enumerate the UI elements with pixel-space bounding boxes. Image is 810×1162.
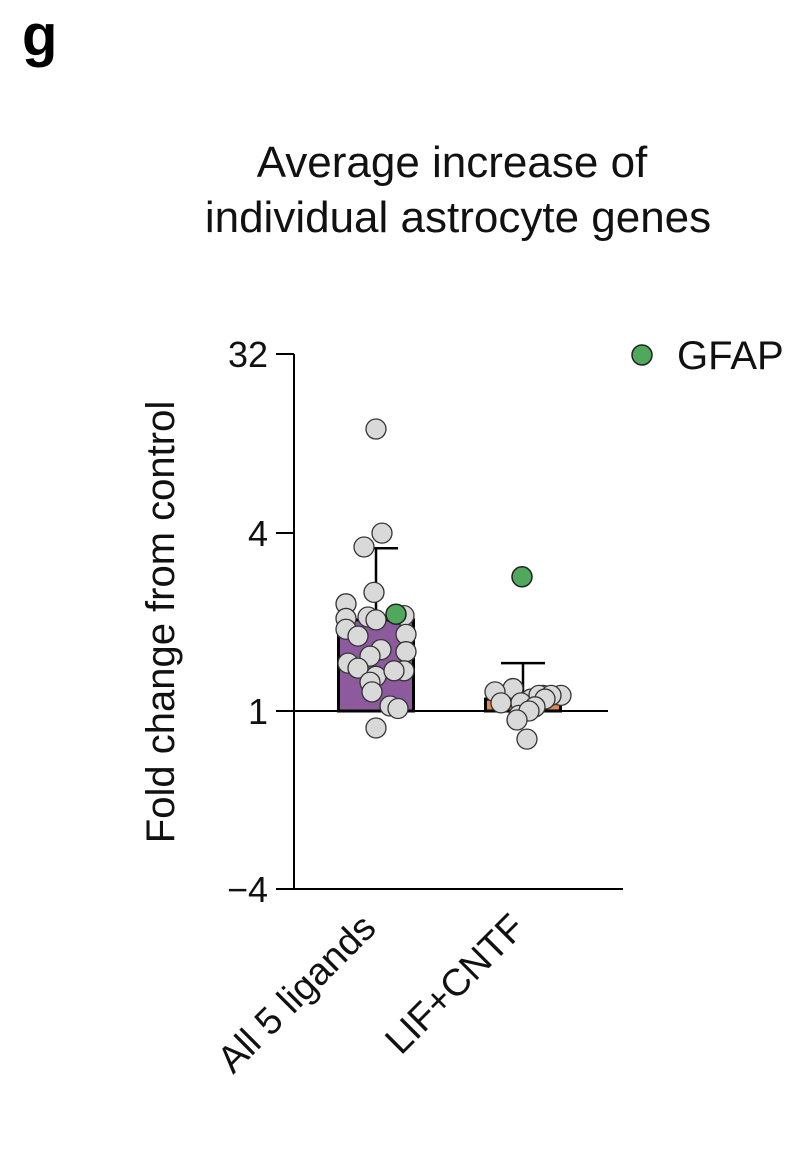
category-label-all-5-ligands: All 5 ligands bbox=[210, 907, 385, 1082]
data-point bbox=[516, 728, 538, 750]
y-axis: −4 1 4 32 bbox=[227, 334, 295, 910]
y-ticks: −4 1 4 32 bbox=[227, 334, 294, 910]
data-point bbox=[383, 660, 405, 682]
data-point bbox=[347, 657, 369, 679]
data-point-gfap bbox=[385, 603, 407, 625]
y-axis-label: Fold change from control bbox=[139, 401, 183, 843]
x-axis bbox=[294, 710, 623, 890]
data-points bbox=[335, 418, 572, 750]
data-point bbox=[365, 418, 387, 440]
y-tick-label: −4 bbox=[227, 869, 268, 910]
data-point bbox=[490, 692, 512, 714]
chart-title: Average increase of individual astrocyte… bbox=[205, 138, 711, 242]
data-point bbox=[363, 581, 385, 604]
y-tick-label: 4 bbox=[248, 513, 268, 554]
legend-label-gfap: GFAP bbox=[677, 334, 784, 378]
data-point bbox=[371, 522, 393, 544]
category-label-lif-cntf: LIF+CNTF bbox=[378, 907, 534, 1063]
y-tick-label: 32 bbox=[228, 334, 268, 375]
data-point bbox=[365, 609, 387, 631]
data-point bbox=[361, 681, 383, 703]
data-point-gfap bbox=[511, 566, 533, 588]
y-tick-label: 1 bbox=[248, 691, 268, 732]
data-point bbox=[365, 717, 387, 739]
panel-letter: g bbox=[22, 3, 57, 68]
data-point bbox=[395, 641, 417, 663]
data-point bbox=[506, 709, 528, 731]
chart-title-line-2: individual astrocyte genes bbox=[205, 193, 711, 242]
category-labels: All 5 ligands LIF+CNTF bbox=[210, 907, 534, 1082]
legend-marker-gfap bbox=[631, 344, 653, 366]
legend: GFAP bbox=[631, 334, 784, 378]
data-point bbox=[347, 625, 369, 647]
chart-title-line-1: Average increase of bbox=[257, 138, 648, 187]
data-point bbox=[387, 697, 409, 720]
data-point bbox=[353, 536, 375, 558]
